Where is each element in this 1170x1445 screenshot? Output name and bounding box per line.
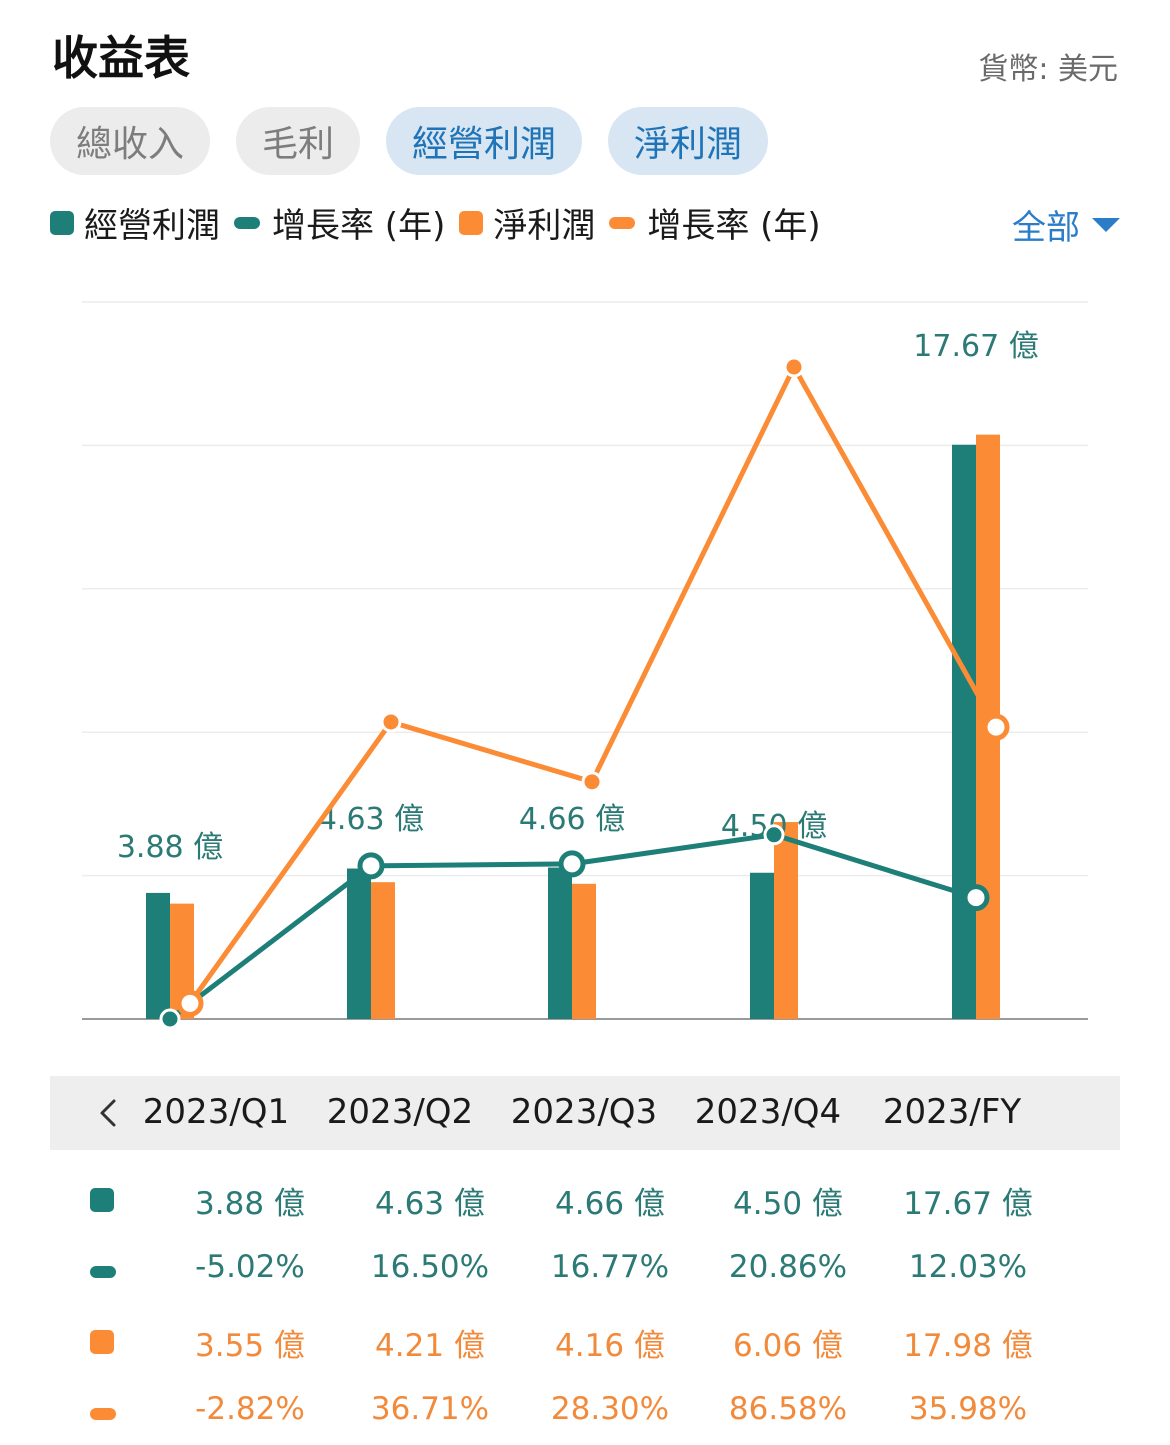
- bar-value-label: 4.63 億: [318, 802, 424, 837]
- legend-label: 增長率 (年): [272, 206, 446, 246]
- net-growth-point: [783, 356, 805, 378]
- legend-item-net-growth: 增長率 (年): [609, 198, 821, 247]
- period-filter-dropdown[interactable]: 全部: [1012, 200, 1120, 249]
- table-cell: 28.30%: [550, 1391, 670, 1427]
- period-label: 2023/Q3: [510, 1092, 658, 1132]
- income-chart: 3.88 億4.63 億 4.66 億 4.50 億17.67 億: [82, 301, 1088, 1030]
- table-row: -2.82% 36.71% 28.30% 86.58% 35.98%: [50, 1385, 1120, 1445]
- net-profit-bar: [371, 882, 395, 1019]
- operating-profit-bar: [750, 872, 774, 1019]
- tab-total-revenue[interactable]: 總收入: [50, 107, 211, 175]
- page-title: 收益表: [52, 31, 190, 85]
- table-cell: 16.50%: [370, 1249, 490, 1285]
- table-cell: 17.67 億: [903, 1186, 1033, 1222]
- legend-label: 淨利潤: [493, 206, 596, 246]
- table-row: 3.55 億 4.21 億 4.16 億 6.06 億 17.98 億: [50, 1314, 1120, 1374]
- line-marker: [90, 1408, 116, 1420]
- operating-profit-bar: [952, 444, 976, 1020]
- orange-square-marker: [459, 210, 484, 235]
- operating-growth-point: [159, 1008, 181, 1030]
- table-cell: 35.98%: [908, 1391, 1028, 1427]
- table-cell: 17.98 億: [903, 1328, 1033, 1364]
- table-cell: 20.86%: [728, 1249, 848, 1285]
- period-label: 2023/Q4: [694, 1092, 842, 1132]
- table-row: -5.02% 16.50% 16.77% 20.86% 12.03%: [50, 1243, 1120, 1303]
- table-row: 3.88 億 4.63 億 4.66 億 4.50 億 17.67 億: [50, 1172, 1120, 1232]
- table-cell: 12.03%: [908, 1249, 1028, 1285]
- teal-line-marker: [234, 216, 260, 229]
- operating-growth-point: [558, 850, 586, 878]
- period-axis-bar: 2023/Q1 2023/Q2 2023/Q3 2023/Q4 2023/FY: [50, 1076, 1120, 1150]
- period-label: 2023/FY: [882, 1092, 1022, 1132]
- period-label: 2023/Q2: [326, 1092, 474, 1132]
- square-marker: [90, 1188, 114, 1212]
- operating-profit-bar: [548, 867, 572, 1019]
- filter-label: 全部: [1012, 208, 1080, 248]
- net-growth-point: [176, 989, 204, 1017]
- table-cell: 6.06 億: [733, 1328, 843, 1364]
- caret-down-icon: [1092, 217, 1120, 232]
- operating-growth-point: [962, 884, 990, 912]
- bar-value-label: 17.67 億: [913, 329, 1038, 364]
- table-cell: 4.21 億: [375, 1328, 485, 1364]
- table-cell: 4.63 億: [375, 1186, 485, 1222]
- net-profit-bar: [572, 883, 596, 1019]
- table-cell: 86.58%: [728, 1391, 848, 1427]
- table-cell: 4.50 億: [733, 1186, 843, 1222]
- chevron-left-icon[interactable]: [92, 1096, 126, 1130]
- bar-value-label: 4.66 億: [519, 802, 625, 837]
- table-cell: 4.66 億: [555, 1186, 665, 1222]
- metric-tabs: 總收入 毛利 經營利潤 淨利潤: [50, 107, 769, 175]
- net-profit-bar: [774, 822, 798, 1019]
- table-cell: -2.82%: [195, 1391, 305, 1427]
- table-cell: 16.77%: [550, 1249, 670, 1285]
- legend-label: 增長率 (年): [647, 206, 821, 246]
- table-cell: 3.55 億: [195, 1328, 305, 1364]
- net-growth-point: [380, 711, 402, 733]
- line-marker: [90, 1266, 116, 1278]
- legend-item-net-profit: 淨利潤: [459, 198, 595, 247]
- legend-item-operating-growth: 增長率 (年): [234, 198, 445, 247]
- net-growth-point: [581, 771, 603, 793]
- table-cell: 4.16 億: [555, 1328, 665, 1364]
- square-marker: [90, 1330, 114, 1354]
- table-cell: 3.88 億: [195, 1186, 305, 1222]
- bar-value-label: 3.88 億: [117, 830, 223, 865]
- operating-profit-bar: [146, 892, 170, 1019]
- tab-gross-profit[interactable]: 毛利: [236, 107, 361, 175]
- table-cell: -5.02%: [195, 1249, 305, 1285]
- teal-square-marker: [50, 210, 74, 235]
- net-growth-point: [982, 713, 1010, 741]
- tab-net-profit[interactable]: 淨利潤: [608, 107, 769, 175]
- chart-legend: 經營利潤 增長率 (年) 淨利潤 增長率 (年): [50, 198, 835, 247]
- operating-growth-point: [357, 852, 385, 880]
- period-label: 2023/Q1: [142, 1092, 290, 1132]
- orange-line-marker: [609, 216, 636, 229]
- operating-growth-point: [763, 824, 785, 846]
- legend-item-operating-profit: 經營利潤: [50, 198, 220, 247]
- operating-profit-bar: [347, 868, 371, 1019]
- tab-operating-profit[interactable]: 經營利潤: [386, 107, 583, 175]
- legend-label: 經營利潤: [84, 206, 220, 246]
- currency-label: 貨幣: 美元: [978, 52, 1118, 87]
- table-cell: 36.71%: [370, 1391, 490, 1427]
